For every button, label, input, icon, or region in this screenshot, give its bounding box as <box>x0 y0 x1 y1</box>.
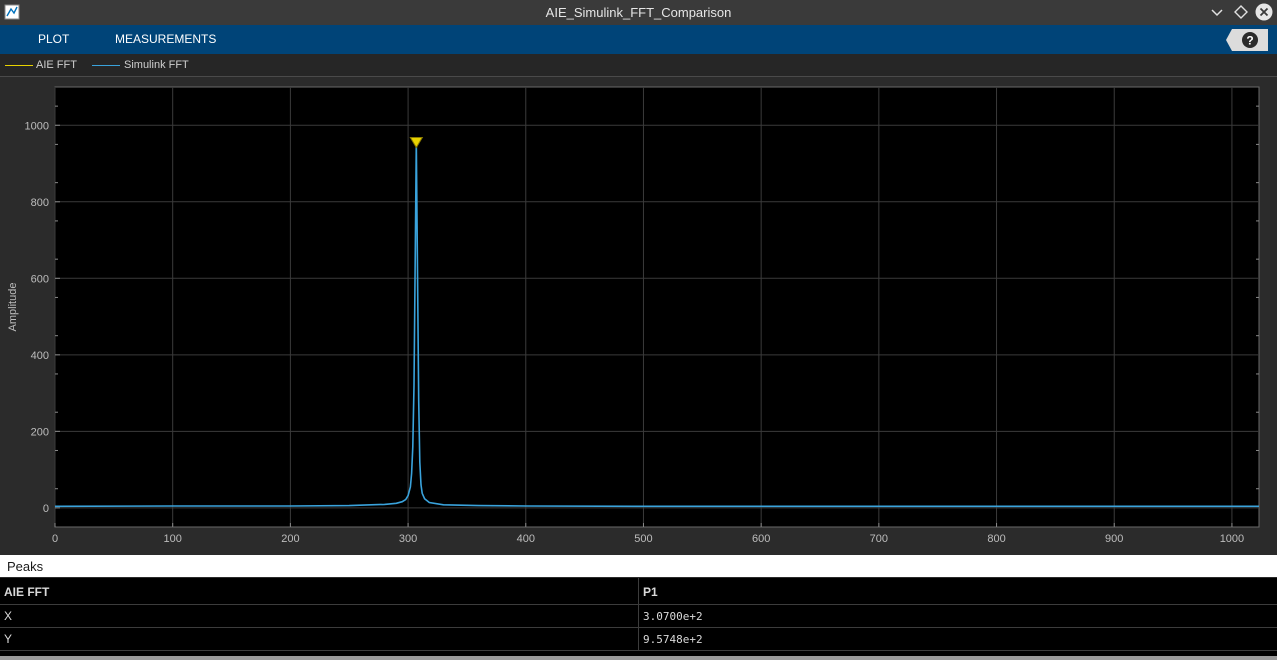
tick-label-y: 0 <box>43 503 49 515</box>
column-divider <box>638 578 639 650</box>
plot-background <box>54 86 1260 528</box>
tick-label-x: 600 <box>752 533 770 545</box>
help-icon: ? <box>1246 34 1253 48</box>
table-row[interactable]: X 3.0700e+2 <box>0 605 1277 628</box>
tick-label-x: 500 <box>634 533 652 545</box>
tick-label-x: 200 <box>281 533 299 545</box>
tick-label-x: 700 <box>870 533 888 545</box>
table-header-row: AIE FFT P1 <box>0 578 1277 605</box>
column-header-p1: P1 <box>643 585 658 599</box>
plot-area: 0 100 200 300 400 500 600 700 800 900 1000 0 200 400 6… <box>0 77 1277 554</box>
tick-label-y: 400 <box>31 350 49 362</box>
peaks-title: Peaks <box>7 559 44 574</box>
spectrum-chart[interactable]: 0 100 200 300 400 500 600 700 800 900 1000 0 200 400 6… <box>0 77 1277 554</box>
tick-label-x: 400 <box>517 533 535 545</box>
tick-label-y: 200 <box>31 426 49 438</box>
series-line-simulink-fft <box>54 141 1259 508</box>
legend-line-simulink-fft <box>92 65 120 66</box>
tab-plot[interactable]: PLOT <box>38 32 70 46</box>
tick-label-y: 800 <box>31 197 49 209</box>
legend: AIE FFT Simulink FFT <box>0 54 1277 77</box>
tick-label-x: 300 <box>399 533 417 545</box>
minimize-chevron-icon[interactable] <box>1208 3 1226 21</box>
peaks-panel-header: Peaks <box>0 555 1277 577</box>
tick-label-x: 1000 <box>1220 533 1244 545</box>
legend-label-aie-fft[interactable]: AIE FFT <box>36 59 77 71</box>
peak-marker-p1[interactable] <box>409 137 424 149</box>
window-title: AIE_Simulink_FFT_Comparison <box>545 5 732 20</box>
help-button[interactable]: ? <box>1226 29 1268 51</box>
status-bar <box>0 656 1277 660</box>
toolstrip: PLOT MEASUREMENTS ? <box>0 25 1277 54</box>
matlab-app-icon <box>4 4 20 20</box>
legend-line-aie-fft <box>5 65 33 66</box>
tick-label-y: 1000 <box>25 120 49 132</box>
row-value-x: 3.0700e+2 <box>643 610 703 623</box>
row-label-y: Y <box>4 632 13 646</box>
tick-label-x: 0 <box>52 533 58 545</box>
table-row[interactable]: Y 9.5748e+2 <box>0 628 1277 651</box>
tick-label-x: 800 <box>987 533 1005 545</box>
window-titlebar: AIE_Simulink_FFT_Comparison <box>0 0 1277 25</box>
maximize-diamond-icon[interactable] <box>1232 3 1250 21</box>
tab-measurements[interactable]: MEASUREMENTS <box>115 32 217 46</box>
close-icon[interactable] <box>1255 3 1273 21</box>
legend-label-simulink-fft[interactable]: Simulink FFT <box>124 59 189 71</box>
tick-label-y: 600 <box>31 273 49 285</box>
row-label-x: X <box>4 609 13 623</box>
peaks-table: AIE FFT P1 X 3.0700e+2 Y 9.5748e+2 <box>0 578 1277 660</box>
tick-label-x: 100 <box>164 533 182 545</box>
y-axis-label: Amplitude <box>7 283 19 332</box>
column-header-signal: AIE FFT <box>4 585 50 599</box>
row-value-y: 9.5748e+2 <box>643 633 703 646</box>
tick-label-x: 900 <box>1105 533 1123 545</box>
